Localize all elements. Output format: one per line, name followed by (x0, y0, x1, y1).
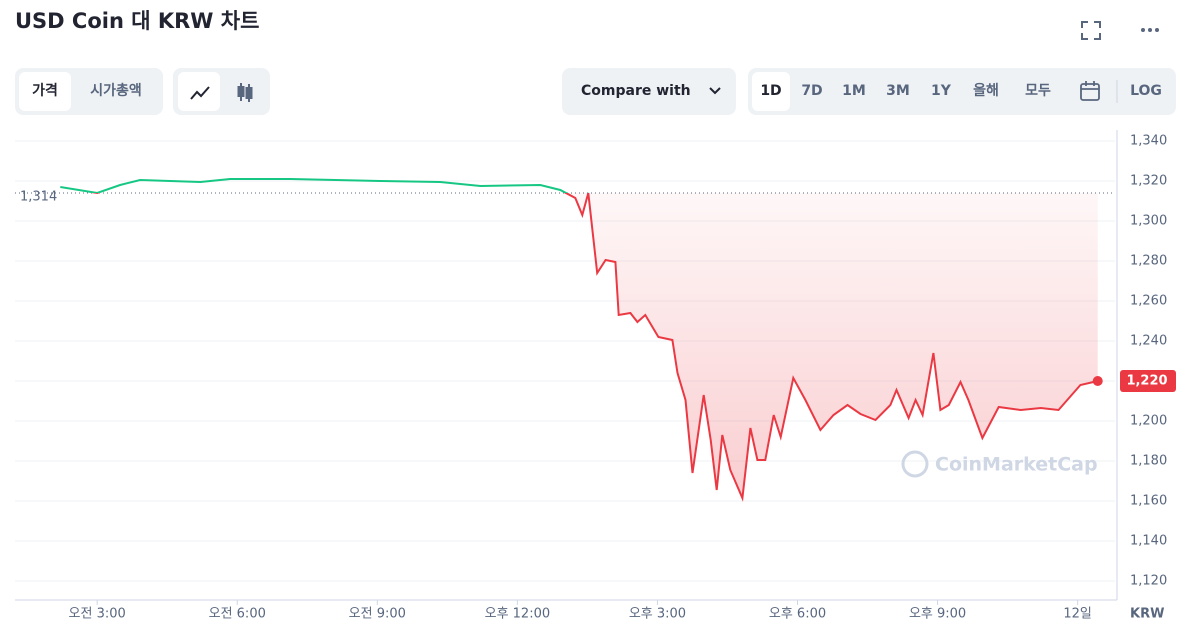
y-tick-label: 1,340 (1130, 134, 1167, 149)
y-tick-label: 1,180 (1130, 454, 1167, 469)
y-tick-label: 1,240 (1130, 334, 1167, 349)
chevron-icon (709, 87, 721, 95)
price-tag-label: 1,220 (1126, 374, 1167, 389)
range-button[interactable]: 1Y (931, 83, 952, 99)
range-button[interactable]: 올해 (973, 82, 999, 99)
range-selected[interactable] (752, 72, 790, 111)
x-tick-label: 오후 3:00 (629, 607, 686, 622)
price-tag (1120, 370, 1176, 392)
tab[interactable]: 시가총액 (90, 82, 142, 99)
candle-icon[interactable] (237, 83, 253, 102)
y-unit: KRW (1130, 607, 1164, 622)
x-tick-label: 오후 12:00 (485, 607, 551, 622)
x-tick-label: 12일 (1063, 607, 1092, 622)
x-tick-label: 오후 6:00 (769, 607, 826, 622)
y-tick-label: 1,300 (1130, 214, 1167, 229)
y-tick-label: 1,260 (1130, 294, 1167, 309)
x-tick-label: 오전 9:00 (349, 607, 406, 622)
x-tick-label: 오전 3:00 (69, 607, 126, 622)
compare-dropdown[interactable] (562, 68, 736, 115)
x-tick-label: 오전 6:00 (209, 607, 266, 622)
baseline-label: 1,314 (20, 190, 57, 205)
fullscreen-icon[interactable] (1081, 21, 1101, 40)
line-icon (190, 86, 210, 100)
tab[interactable]: 가격 (32, 82, 58, 99)
calendar-icon[interactable] (1080, 81, 1100, 101)
last-point (1092, 376, 1103, 386)
more-icon[interactable] (1141, 28, 1159, 32)
tab-selected[interactable] (19, 72, 71, 111)
y-tick-label: 1,160 (1130, 494, 1167, 509)
watermark-text: CoinMarketCap (935, 454, 1098, 476)
x-tick-label: 오후 9:00 (909, 607, 966, 622)
range-group (748, 68, 1176, 115)
y-tick-label: 1,200 (1130, 414, 1167, 429)
compare-label[interactable]: Compare with (581, 83, 691, 99)
watermark: CoinMarketCap (901, 450, 1098, 478)
area-fill (60, 193, 1098, 498)
y-tick-label: 1,120 (1130, 574, 1167, 589)
line-type-button[interactable] (178, 72, 220, 111)
y-tick-label: 1,280 (1130, 254, 1167, 269)
log-button[interactable]: LOG (1130, 83, 1162, 99)
price-line (60, 178, 1098, 502)
range-button[interactable]: 1M (842, 83, 866, 99)
range-button[interactable]: 1D (760, 83, 781, 99)
chart-title: USD Coin 대 KRW 차트 (15, 9, 259, 33)
y-tick-label: 1,320 (1130, 174, 1167, 189)
range-button[interactable]: 3M (886, 83, 910, 99)
range-button[interactable]: 7D (801, 83, 822, 99)
y-tick-label: 1,140 (1130, 534, 1167, 549)
range-button[interactable]: 모두 (1025, 83, 1051, 99)
